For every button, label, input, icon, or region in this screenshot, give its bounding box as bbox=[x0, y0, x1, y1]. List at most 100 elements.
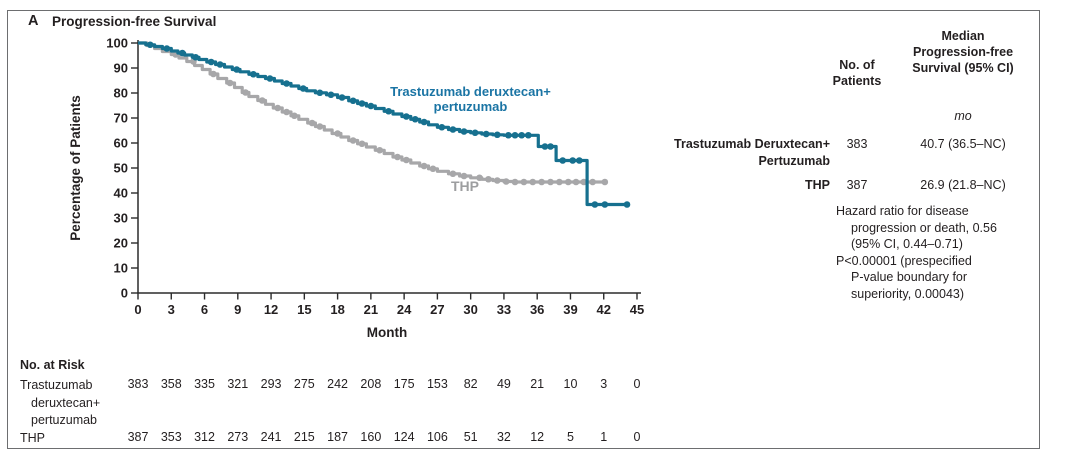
censor-mark bbox=[367, 102, 375, 110]
x-tick-label: 36 bbox=[530, 302, 544, 317]
at-risk-count: 321 bbox=[227, 377, 249, 391]
censor-mark bbox=[518, 131, 525, 139]
censor-mark bbox=[547, 143, 554, 150]
censor-mark bbox=[449, 170, 457, 178]
y-tick-label: 20 bbox=[114, 236, 128, 251]
at-risk-count: 12 bbox=[530, 430, 545, 444]
at-risk-title: No. at Risk bbox=[20, 358, 85, 372]
at-risk-count: 5 bbox=[566, 430, 574, 444]
censor-mark bbox=[538, 178, 545, 186]
censor-mark bbox=[216, 61, 224, 68]
censor-mark bbox=[403, 156, 410, 164]
summary-row-tdxd-n: 383 bbox=[846, 137, 868, 151]
censor-mark bbox=[576, 157, 583, 164]
censor-mark bbox=[541, 143, 549, 150]
censor-mark bbox=[411, 115, 419, 123]
censor-mark bbox=[449, 126, 457, 133]
x-tick-label: 3 bbox=[168, 302, 175, 317]
censor-mark bbox=[623, 201, 631, 208]
x-tick-label: 15 bbox=[297, 302, 311, 317]
censor-mark bbox=[327, 91, 335, 99]
censor-mark bbox=[438, 123, 446, 131]
y-axis-title: Percentage of Patients bbox=[68, 95, 83, 241]
hazard-ratio-annotation: Hazard ratio for disease progression or d… bbox=[836, 203, 1036, 302]
at-risk-count: 358 bbox=[160, 377, 182, 391]
curve-label-tdxd: Trastuzumab deruxtecan+ pertuzumab bbox=[390, 84, 551, 114]
at-risk-count: 1 bbox=[600, 430, 608, 444]
censor-mark bbox=[572, 178, 580, 186]
censor-mark bbox=[192, 53, 199, 61]
y-tick-label: 90 bbox=[114, 61, 128, 76]
hazard-line: P-value boundary for bbox=[851, 270, 968, 284]
x-tick-label: 18 bbox=[330, 302, 344, 317]
y-tick-label: 30 bbox=[114, 211, 128, 226]
censor-mark bbox=[485, 175, 492, 183]
at-risk-label-thp: THP bbox=[20, 431, 45, 445]
at-risk-count: 82 bbox=[463, 377, 478, 391]
censor-mark bbox=[569, 157, 576, 164]
hazard-line: Hazard ratio for disease bbox=[836, 204, 969, 218]
censor-mark bbox=[460, 172, 468, 180]
censor-mark bbox=[591, 201, 599, 208]
censor-mark bbox=[511, 131, 519, 139]
censor-mark bbox=[547, 178, 554, 186]
y-tick-label: 10 bbox=[114, 261, 128, 276]
at-risk-count: 0 bbox=[633, 430, 641, 444]
panel-title: Progression-free Survival bbox=[52, 14, 217, 29]
censor-mark bbox=[242, 89, 249, 96]
censor-mark bbox=[299, 85, 307, 92]
censor-mark bbox=[493, 177, 501, 184]
at-risk-count: 241 bbox=[260, 430, 282, 444]
censor-mark bbox=[226, 79, 234, 87]
at-risk-count: 273 bbox=[227, 430, 249, 444]
at-risk-count: 51 bbox=[463, 430, 478, 444]
censor-mark bbox=[233, 66, 240, 73]
panel-letter: A bbox=[28, 13, 39, 29]
censor-mark bbox=[556, 178, 563, 186]
censor-mark bbox=[349, 137, 357, 144]
x-tick-label: 39 bbox=[563, 302, 577, 317]
x-tick-label: 9 bbox=[234, 302, 241, 317]
censor-mark bbox=[334, 130, 341, 137]
panel-border bbox=[7, 10, 1040, 449]
hazard-line: progression or death, 0.56 bbox=[851, 220, 997, 235]
censor-mark bbox=[482, 130, 490, 138]
x-tick-label: 24 bbox=[397, 302, 412, 317]
censor-mark bbox=[429, 165, 437, 173]
censor-mark bbox=[385, 107, 392, 115]
summary-row-thp-median: 26.9 (21.8–NC) bbox=[920, 178, 1006, 192]
hazard-line: (95% CI, 0.44–0.71) bbox=[851, 237, 963, 251]
summary-row-tdxd-median: 40.7 (36.5–NC) bbox=[920, 137, 1006, 151]
y-tick-label: 80 bbox=[114, 86, 128, 101]
censor-mark bbox=[580, 178, 588, 186]
x-tick-label: 0 bbox=[134, 302, 141, 317]
censor-mark bbox=[349, 97, 357, 105]
curve-tdxd bbox=[138, 41, 627, 207]
at-risk-count: 293 bbox=[260, 377, 282, 391]
x-tick-label: 42 bbox=[596, 302, 610, 317]
at-risk-count: 160 bbox=[360, 430, 382, 444]
x-tick-label: 30 bbox=[463, 302, 477, 317]
at-risk-count: 208 bbox=[360, 377, 382, 391]
summary-row-thp-n: 387 bbox=[846, 178, 868, 192]
x-tick-label: 45 bbox=[630, 302, 644, 317]
censor-mark bbox=[376, 146, 384, 154]
censor-mark bbox=[589, 178, 596, 186]
y-tick-label: 0 bbox=[121, 286, 128, 301]
at-risk-count: 383 bbox=[127, 377, 149, 391]
at-risk-count: 335 bbox=[194, 377, 215, 391]
censor-mark bbox=[520, 178, 528, 186]
y-tick-label: 60 bbox=[114, 136, 128, 151]
at-risk-count: 153 bbox=[426, 377, 448, 391]
x-tick-label: 33 bbox=[497, 302, 511, 317]
censor-mark bbox=[291, 112, 298, 120]
hazard-line: P<0.00001 (prespecified bbox=[836, 253, 972, 268]
curve-label-thp: THP bbox=[451, 178, 479, 194]
x-tick-label: 6 bbox=[201, 302, 208, 317]
at-risk-count: 175 bbox=[393, 377, 415, 391]
censor-mark bbox=[338, 94, 346, 101]
censor-mark bbox=[274, 104, 282, 112]
censor-mark bbox=[601, 201, 609, 208]
y-tick-label: 70 bbox=[114, 111, 128, 126]
